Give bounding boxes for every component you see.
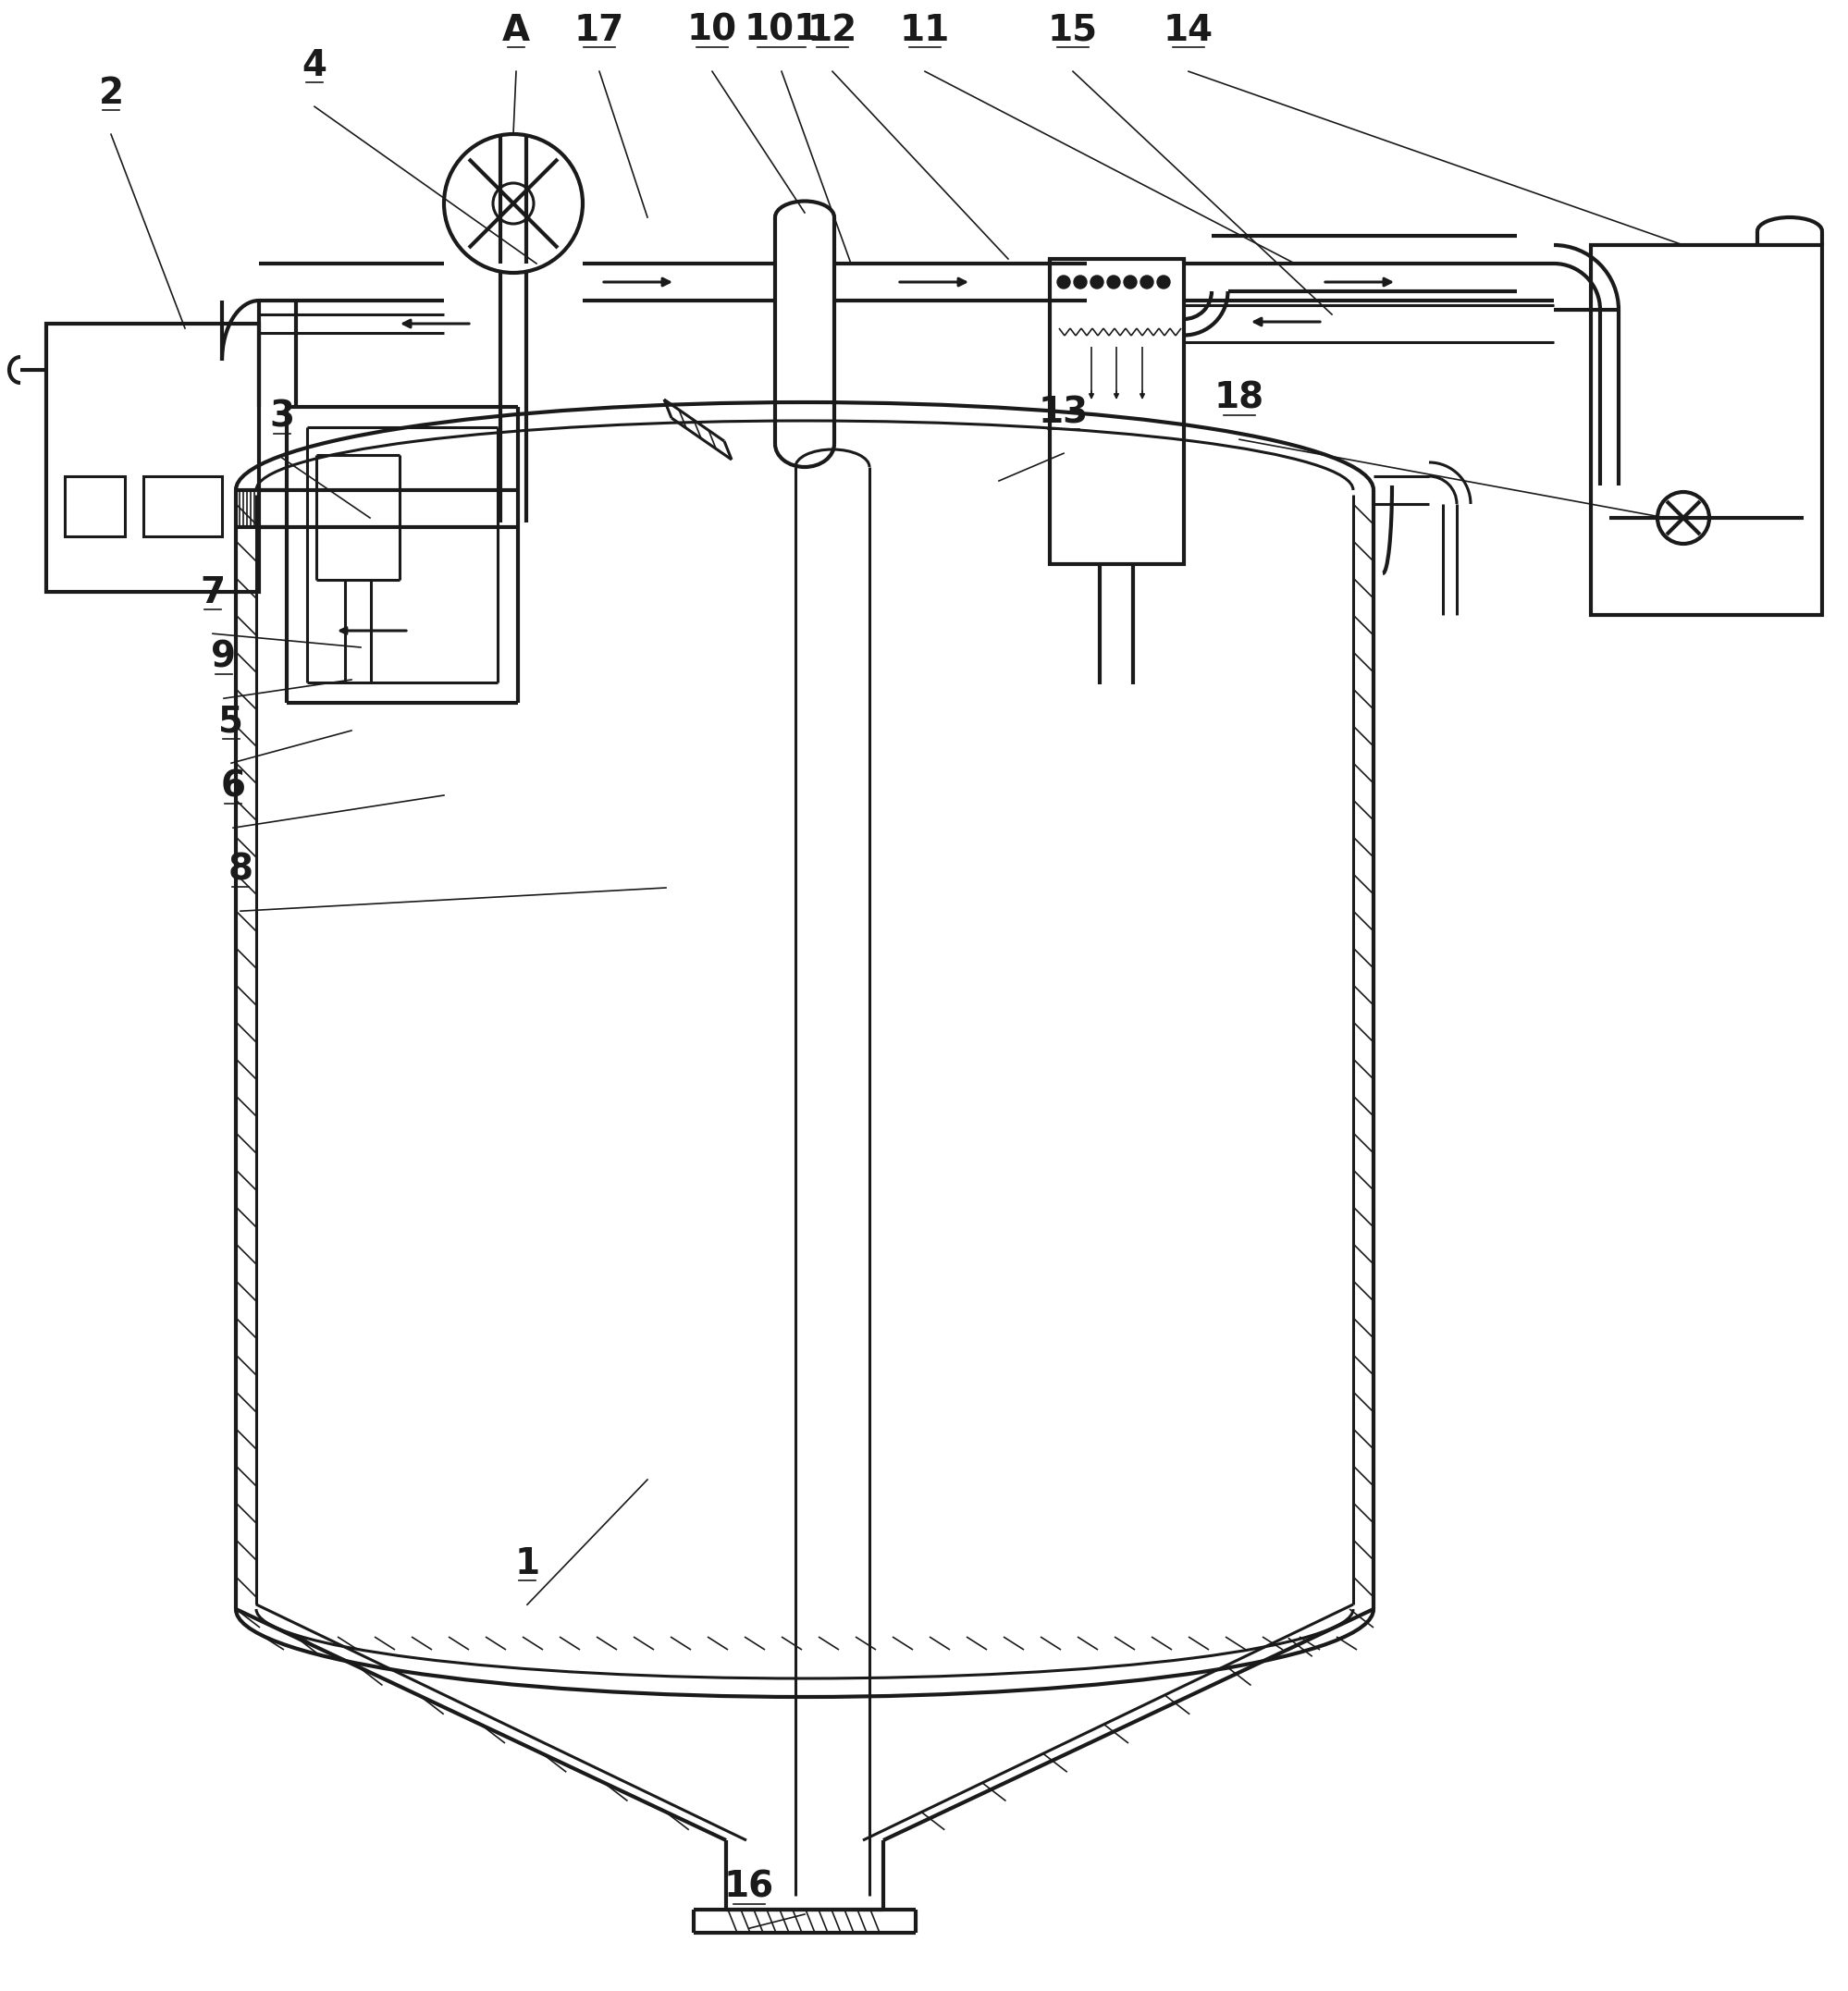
Text: 10: 10 xyxy=(687,14,737,48)
Text: 11: 11 xyxy=(900,14,950,48)
Circle shape xyxy=(1074,275,1087,289)
Text: A: A xyxy=(503,14,530,48)
Bar xyxy=(1589,245,1820,615)
Bar xyxy=(144,476,222,536)
Text: 5: 5 xyxy=(218,705,244,741)
Bar xyxy=(65,476,126,536)
Circle shape xyxy=(1107,275,1120,289)
Text: 7: 7 xyxy=(200,575,225,611)
Text: 17: 17 xyxy=(575,14,625,48)
Circle shape xyxy=(1157,275,1170,289)
Text: 15: 15 xyxy=(1048,14,1098,48)
Bar xyxy=(46,325,259,591)
Circle shape xyxy=(1124,275,1137,289)
Text: 4: 4 xyxy=(301,48,327,84)
Text: 1: 1 xyxy=(514,1547,540,1581)
Circle shape xyxy=(1140,275,1153,289)
Text: 8: 8 xyxy=(227,852,253,888)
Circle shape xyxy=(1057,275,1070,289)
Text: 14: 14 xyxy=(1162,14,1212,48)
Text: 6: 6 xyxy=(220,769,246,804)
Text: 16: 16 xyxy=(724,1870,774,1905)
Text: 9: 9 xyxy=(211,639,237,675)
Text: 2: 2 xyxy=(98,76,124,111)
Text: 18: 18 xyxy=(1214,380,1264,416)
Text: 101: 101 xyxy=(743,14,819,48)
Text: 12: 12 xyxy=(808,14,857,48)
Text: 3: 3 xyxy=(270,400,294,434)
Bar xyxy=(1050,259,1183,563)
Text: 13: 13 xyxy=(1039,394,1088,430)
Circle shape xyxy=(1090,275,1103,289)
